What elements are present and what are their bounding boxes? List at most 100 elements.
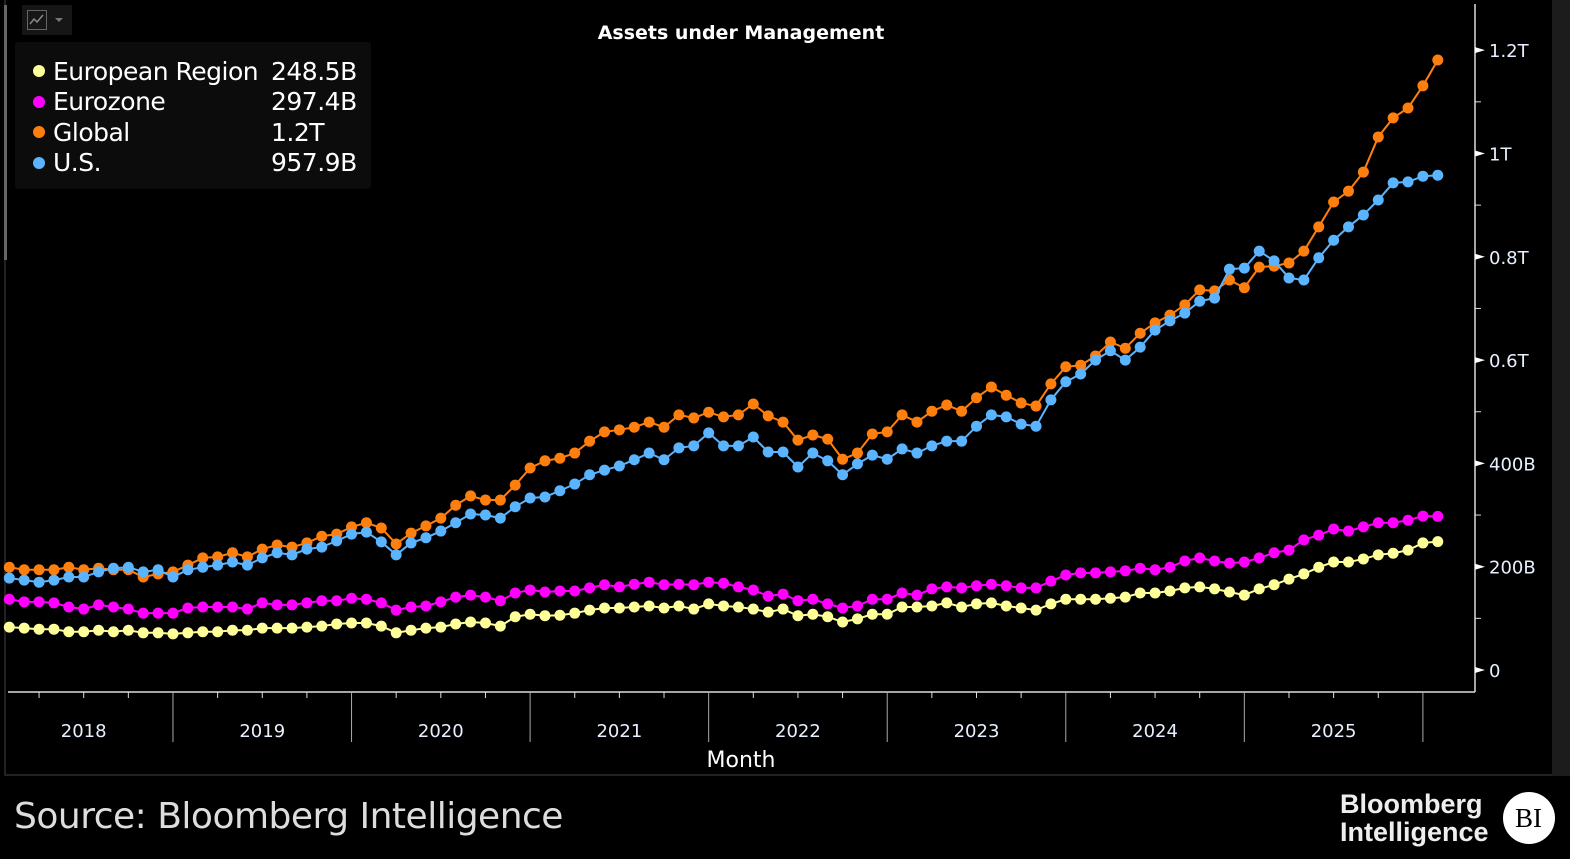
data-point: [1223, 586, 1235, 598]
legend-item-global[interactable]: Global 1.2T: [15, 117, 371, 148]
data-point: [18, 574, 30, 586]
data-point: [93, 599, 105, 611]
data-point: [554, 485, 566, 497]
data-point: [1432, 510, 1444, 522]
data-point: [569, 447, 581, 459]
data-point: [18, 596, 30, 608]
data-point: [1134, 562, 1146, 574]
data-point: [1253, 583, 1265, 595]
data-point: [197, 601, 209, 613]
data-point: [316, 595, 328, 607]
data-point: [673, 442, 685, 454]
data-point: [956, 582, 968, 594]
legend-item-european-region[interactable]: European Region 248.5B: [15, 56, 371, 87]
scrollbar[interactable]: [4, 5, 7, 260]
data-point: [866, 608, 878, 620]
data-point: [718, 440, 730, 452]
data-point: [851, 600, 863, 612]
data-point: [1372, 517, 1384, 529]
data-point: [956, 405, 968, 417]
y-tick-label: 0.8T: [1489, 248, 1530, 269]
data-point: [420, 622, 432, 634]
data-point: [1149, 324, 1161, 336]
data-point: [360, 517, 372, 529]
data-point: [435, 512, 447, 524]
data-point: [658, 421, 670, 433]
data-point: [360, 617, 372, 629]
data-point: [747, 431, 759, 443]
data-point: [1045, 575, 1057, 587]
data-point: [1372, 194, 1384, 206]
data-point: [1357, 553, 1369, 565]
data-point: [539, 610, 551, 622]
data-point: [1060, 361, 1072, 373]
series-global: [3, 54, 1444, 583]
data-point: [584, 469, 596, 481]
data-point: [658, 602, 670, 614]
data-point: [673, 409, 685, 421]
data-point: [1283, 573, 1295, 585]
data-point: [420, 532, 432, 544]
data-point: [703, 406, 715, 418]
x-tick-label: 2021: [596, 721, 642, 742]
data-point: [881, 453, 893, 465]
data-point: [718, 600, 730, 612]
data-point: [1194, 581, 1206, 593]
data-point: [822, 611, 834, 623]
data-point: [1223, 274, 1235, 286]
data-point: [866, 593, 878, 605]
data-point: [465, 616, 477, 628]
data-point: [167, 628, 179, 640]
caret-down-icon[interactable]: [55, 18, 63, 22]
data-point: [1417, 510, 1429, 522]
data-point: [1119, 342, 1131, 354]
data-point: [48, 564, 60, 576]
data-point: [494, 595, 506, 607]
data-point: [599, 426, 610, 438]
data-point: [554, 609, 566, 621]
data-point: [465, 508, 477, 520]
legend-item-eurozone[interactable]: Eurozone 297.4B: [15, 87, 371, 118]
data-point: [33, 564, 45, 576]
data-point: [1238, 282, 1250, 294]
data-point: [316, 541, 328, 553]
data-point: [346, 617, 358, 629]
data-point: [1030, 582, 1042, 594]
data-point: [1283, 544, 1295, 556]
x-axis-label: Month: [707, 748, 776, 773]
data-point: [256, 552, 268, 564]
data-point: [584, 604, 596, 616]
data-point: [241, 559, 253, 571]
data-point: [941, 597, 953, 609]
data-point: [539, 586, 551, 598]
data-point: [703, 576, 715, 588]
data-point: [450, 499, 462, 511]
line-chart-icon[interactable]: [27, 10, 47, 30]
data-point: [1060, 569, 1072, 581]
data-point: [1298, 568, 1310, 580]
data-point: [197, 561, 209, 573]
data-point: [1313, 221, 1325, 233]
data-point: [63, 601, 75, 613]
data-point: [1372, 131, 1384, 143]
data-point: [1209, 583, 1221, 595]
legend-value: 1.2T: [271, 117, 325, 147]
data-point: [1357, 521, 1369, 533]
data-point: [926, 440, 938, 452]
data-point: [524, 492, 536, 504]
data-point: [301, 621, 313, 633]
data-point: [1194, 284, 1206, 296]
legend-marker-icon: [33, 65, 45, 78]
data-point: [926, 600, 938, 612]
legend-label: Eurozone: [53, 87, 166, 117]
legend-item-us[interactable]: U.S. 957.9B: [15, 148, 371, 179]
data-point: [48, 574, 60, 586]
data-point: [971, 580, 982, 592]
y-tick-label: 0: [1489, 661, 1500, 682]
data-point: [1134, 587, 1146, 599]
data-point: [941, 581, 953, 593]
data-point: [479, 494, 491, 506]
data-point: [375, 522, 387, 534]
data-point: [584, 582, 596, 594]
y-tick-marker: [1475, 563, 1485, 570]
